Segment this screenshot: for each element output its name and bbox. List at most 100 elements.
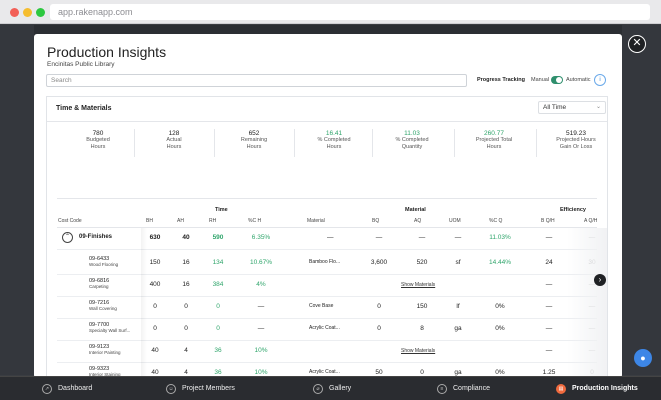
cell-pcq: 11.03% (489, 234, 511, 241)
collapse-icon[interactable]: ⌃ (62, 232, 73, 243)
minimize-window-dot[interactable] (23, 8, 32, 17)
cost-code[interactable]: 09-6816 Carpeting (89, 278, 109, 290)
cell-bh: 150 (149, 259, 161, 266)
manual-label: Manual (531, 77, 550, 83)
cost-code-number: 09-9323 (89, 366, 110, 372)
cell-pcq: 0% (495, 369, 505, 376)
cost-code[interactable]: 09-6433 Wood Flooring (89, 256, 118, 268)
cell-pch: 10.67% (249, 259, 273, 266)
cell-bq: 0 (377, 325, 381, 332)
search-input[interactable]: Search (46, 74, 467, 87)
cell-pcq: 0% (495, 303, 505, 310)
chevron-down-icon: ⌄ (595, 104, 601, 110)
cell-ah: 4 (184, 347, 188, 354)
close-window-dot[interactable] (10, 8, 19, 17)
maximize-window-dot[interactable] (36, 8, 45, 17)
nav-item-project-members[interactable]: ☺ Project Members (166, 377, 276, 400)
time-materials-panel: Time & Materials All Time ⌄ 780 Budgeted H… (46, 96, 608, 378)
divider (536, 129, 537, 157)
summary-label: % Completed (395, 137, 429, 143)
row-divider (57, 362, 597, 363)
scroll-right-icon[interactable]: › (594, 274, 606, 286)
summary-label: % Completed (317, 137, 351, 143)
nav-item-label: Compliance (453, 385, 490, 392)
column-header-pcq[interactable]: %C Q (489, 218, 503, 224)
column-header-bqh[interactable]: B Q/H (541, 218, 555, 224)
cell-pch: 4% (256, 281, 266, 288)
summary-value: 16.41 (325, 130, 343, 137)
show-materials-link[interactable]: Show Materials (401, 348, 436, 354)
cell-material: — (327, 234, 334, 241)
cell-pch: 10% (254, 369, 268, 376)
summary-label: Hours (486, 143, 502, 150)
cell-aq: 0 (420, 369, 424, 376)
cell-pch: — (257, 325, 265, 332)
column-header-ah[interactable]: AH (177, 218, 184, 224)
info-icon[interactable]: i (594, 74, 606, 86)
cost-code[interactable]: 09-7216 Wall Covering (89, 300, 117, 312)
cell-pch: — (257, 303, 265, 310)
summary-label: Gain Or Loss (559, 143, 593, 150)
cell-rh: 0 (216, 325, 220, 332)
cost-code-group[interactable]: 09-Finishes (79, 234, 113, 240)
column-header-aqh[interactable]: A Q/H (584, 218, 598, 224)
insights-icon: ▤ (556, 384, 566, 394)
divider (57, 198, 597, 199)
cost-code-description: Interior Staining (89, 372, 121, 377)
cell-material: Cove Base (309, 303, 334, 309)
cell-pcq: 14.44% (488, 259, 512, 266)
nav-item-compliance[interactable]: ≡ Compliance (437, 377, 547, 400)
column-header-bh[interactable]: BH (146, 218, 153, 224)
column-header-pch[interactable]: %C H (248, 218, 262, 224)
compliance-icon: ≡ (437, 384, 447, 394)
progress-tracking-toggle[interactable] (551, 76, 563, 84)
divider (47, 121, 607, 122)
row-divider (57, 340, 597, 341)
divider (134, 129, 135, 157)
cell-rh: 384 (212, 281, 224, 288)
address-bar[interactable]: app.rakenapp.com (50, 4, 650, 20)
column-header-uom[interactable]: UOM (449, 218, 461, 224)
close-icon[interactable]: ✕ (628, 35, 646, 53)
time-filter-select[interactable]: All Time ⌄ (538, 101, 606, 114)
cell-material: Acrylic Coat... (309, 325, 340, 331)
summary-label: Hours (166, 143, 182, 150)
cost-code[interactable]: 09-9123 Interior Painting (89, 344, 121, 356)
column-header-bq[interactable]: BQ (372, 218, 380, 224)
cost-code[interactable]: 09-9323 Interior Staining (89, 366, 121, 378)
cell-ah: 0 (184, 303, 188, 310)
chat-icon[interactable]: ● (634, 349, 652, 367)
cell-uom: lf (456, 303, 460, 310)
cell-bqh: 24 (545, 259, 553, 266)
cost-code[interactable]: 09-7700 Specialty Wall Surf... (89, 322, 130, 334)
cell-ah: 16 (182, 259, 190, 266)
cell-ah: 40 (182, 234, 190, 241)
cost-code-number: 09-9123 (89, 344, 110, 350)
show-materials-link[interactable]: Show Materials (401, 282, 436, 288)
row-divider (57, 249, 597, 250)
cell-bqh: — (545, 234, 553, 241)
summary-stat: 519.23 Projected Hours Gain Or Loss (537, 130, 615, 150)
summary-label: Actual (166, 137, 182, 143)
browser-chrome: app.rakenapp.com (0, 0, 661, 24)
column-header-material[interactable]: Material (307, 218, 325, 224)
summary-stat: 652 Remaining Hours (215, 130, 293, 150)
cell-bqh: — (545, 347, 553, 354)
cell-rh: 590 (212, 234, 224, 241)
column-header-rh[interactable]: RH (209, 218, 217, 224)
nav-item-dashboard[interactable]: ↗ Dashboard (42, 377, 152, 400)
nav-item-label: Project Members (182, 385, 235, 392)
cost-code-number: 09-6433 (89, 256, 110, 262)
nav-item-gallery[interactable]: ⌀ Gallery (313, 377, 423, 400)
cell-rh: 36 (214, 347, 222, 354)
column-header-cost-code[interactable]: Cost Code (58, 218, 82, 224)
cell-rh: 36 (214, 369, 222, 376)
cell-bqh: — (545, 303, 553, 310)
nav-item-production-insights[interactable]: ▤ Production Insights (556, 377, 661, 400)
row-divider (57, 274, 597, 275)
column-header-aq[interactable]: AQ (414, 218, 422, 224)
cell-bh: 630 (149, 234, 161, 241)
cell-rh: 0 (216, 303, 220, 310)
cell-pch: 6.35% (251, 234, 271, 241)
progress-tracking-label: Progress Tracking (477, 77, 525, 83)
